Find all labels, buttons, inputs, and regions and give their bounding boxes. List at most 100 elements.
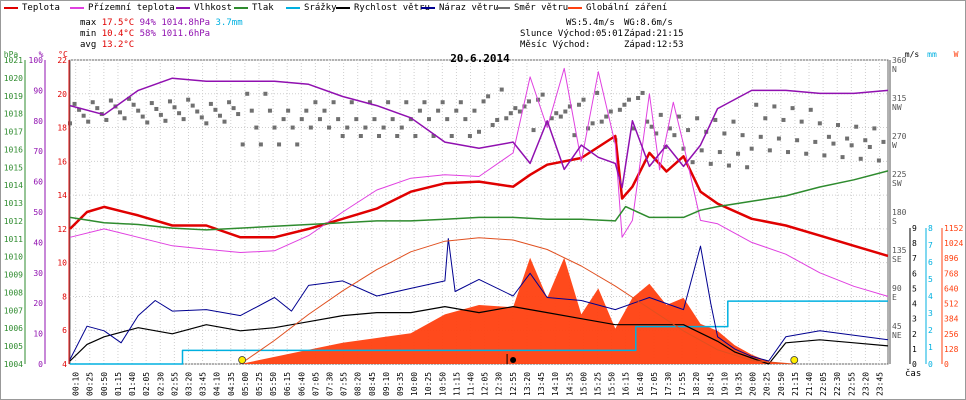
time-tick: 10:50 <box>438 372 447 396</box>
radiation-axis-tick: 128 <box>944 345 959 354</box>
direction-axis-tick: 45 <box>892 322 902 331</box>
temperature-axis-tick: 22 <box>57 56 67 65</box>
wind-direction-point <box>717 150 722 155</box>
wind-direction-point <box>645 119 650 124</box>
wind-direction-point <box>508 111 513 116</box>
wind-direction-point <box>322 108 327 113</box>
wind-direction-point <box>204 121 209 126</box>
direction-axis-tick: 90 <box>892 284 902 293</box>
direction-axis-tick-dir: NE <box>892 331 902 340</box>
wind-direction-point <box>299 117 304 122</box>
legend-item: Tlak <box>234 3 274 13</box>
wind-direction-point <box>554 111 559 116</box>
rain-axis-tick: 5 <box>928 275 933 284</box>
wind-direction-point <box>286 108 291 113</box>
time-tick: 10:25 <box>424 372 433 396</box>
time-tick: 00:25 <box>86 372 95 396</box>
wind-direction-point <box>786 150 791 155</box>
legend-label: Globální záření <box>586 3 668 13</box>
direction-axis-tick-dir: S <box>892 217 897 226</box>
legend-swatch <box>496 6 510 9</box>
time-tick: 13:20 <box>523 372 532 396</box>
wind-direction-point <box>227 100 232 105</box>
wind-direction-point <box>427 117 432 122</box>
wind-direction-point <box>754 102 759 107</box>
wind-direction-point <box>758 134 763 139</box>
time-tick: 22:55 <box>847 372 856 396</box>
time-tick: 18:45 <box>706 372 715 396</box>
wind-direction-point <box>245 91 250 96</box>
pressure-axis-tick: 1007 <box>4 306 23 315</box>
time-tick: 02:55 <box>170 372 179 396</box>
time-tick: 13:45 <box>537 372 546 396</box>
wind-direction-point <box>576 102 581 107</box>
time-tick: 16:15 <box>622 372 631 396</box>
wind-direction-point <box>463 117 468 122</box>
time-tick: 15:00 <box>579 372 588 396</box>
radiation-axis-tick: 1024 <box>944 239 963 248</box>
time-tick: 23:20 <box>861 372 870 396</box>
wind-direction-point <box>722 131 727 136</box>
wind-direction-point <box>822 153 827 158</box>
wind-direction-point <box>881 139 886 144</box>
time-tick: 17:30 <box>664 372 673 396</box>
wind-direction-point <box>372 117 377 122</box>
temperature-axis-tick: 20 <box>57 90 67 99</box>
direction-axis-tick-dir: W <box>892 141 897 150</box>
wind-direction-point <box>95 106 100 111</box>
temperature-axis-tick: 16 <box>57 157 67 166</box>
wind-direction-point <box>522 104 527 109</box>
legend-swatch <box>568 6 582 9</box>
pressure-axis-tick: 1019 <box>4 92 23 101</box>
wind-direction-point <box>358 134 363 138</box>
humidity-axis-tick: 20 <box>33 299 43 308</box>
series-line <box>240 237 793 365</box>
legend-item: Rychlost větru <box>336 3 430 13</box>
direction-axis-tick: 270 <box>892 132 907 141</box>
humidity-axis-tick: 40 <box>33 238 43 247</box>
direction-axis-tick-dir: NW <box>892 103 902 112</box>
wind-direction-point <box>863 138 868 143</box>
series-line <box>69 170 889 231</box>
wind-direction-point <box>131 102 136 107</box>
direction-axis-tick-dir: SE <box>892 255 902 264</box>
time-tick: 05:25 <box>255 372 264 396</box>
wind-direction-point <box>158 112 163 117</box>
wind-direction-point <box>367 100 372 105</box>
direction-axis-tick-dir: SW <box>892 179 902 188</box>
legend-label: Rychlost větru <box>354 3 430 13</box>
wind-direction-point <box>317 117 322 122</box>
time-tick: 00:10 <box>72 372 81 396</box>
wind-direction-point <box>513 106 518 111</box>
wind-direction-point <box>686 128 691 133</box>
time-tick: 05:50 <box>269 372 278 396</box>
wind-direction-point <box>304 108 309 113</box>
pressure-axis-tick: 1012 <box>4 217 23 226</box>
time-tick: 09:35 <box>396 372 405 396</box>
time-tick: 07:55 <box>340 372 349 396</box>
legend-swatch <box>70 6 84 9</box>
wind-axis-tick: 0 <box>912 360 917 369</box>
time-tick: 12:30 <box>495 372 504 396</box>
wind-direction-point <box>136 108 141 113</box>
wind-direction-point <box>654 131 659 136</box>
stat-moon-set: Západ:12:53 <box>624 40 684 50</box>
wind-direction-point <box>217 113 222 118</box>
wind-direction-point <box>772 104 777 109</box>
pressure-axis-tick: 1013 <box>4 199 23 208</box>
legend-item: Přízemní teplota <box>70 3 175 13</box>
time-tick: 20:50 <box>777 372 786 396</box>
pressure-axis-tick: 1015 <box>4 163 23 172</box>
stat-wg: WG:8.6m/s <box>624 18 673 28</box>
wind-direction-point <box>395 134 400 138</box>
wind-direction-point <box>117 110 122 115</box>
wind-direction-point <box>695 116 700 121</box>
moon-marker <box>510 357 517 363</box>
time-tick: 08:20 <box>354 372 363 396</box>
direction-axis-tick-dir: N <box>892 65 897 74</box>
wind-direction-point <box>608 109 613 114</box>
wind-direction-point <box>876 158 881 163</box>
humidity-axis-tick: 70 <box>33 147 43 156</box>
wind-axis-tick: 9 <box>912 224 917 233</box>
time-tick: 16:40 <box>636 372 645 396</box>
